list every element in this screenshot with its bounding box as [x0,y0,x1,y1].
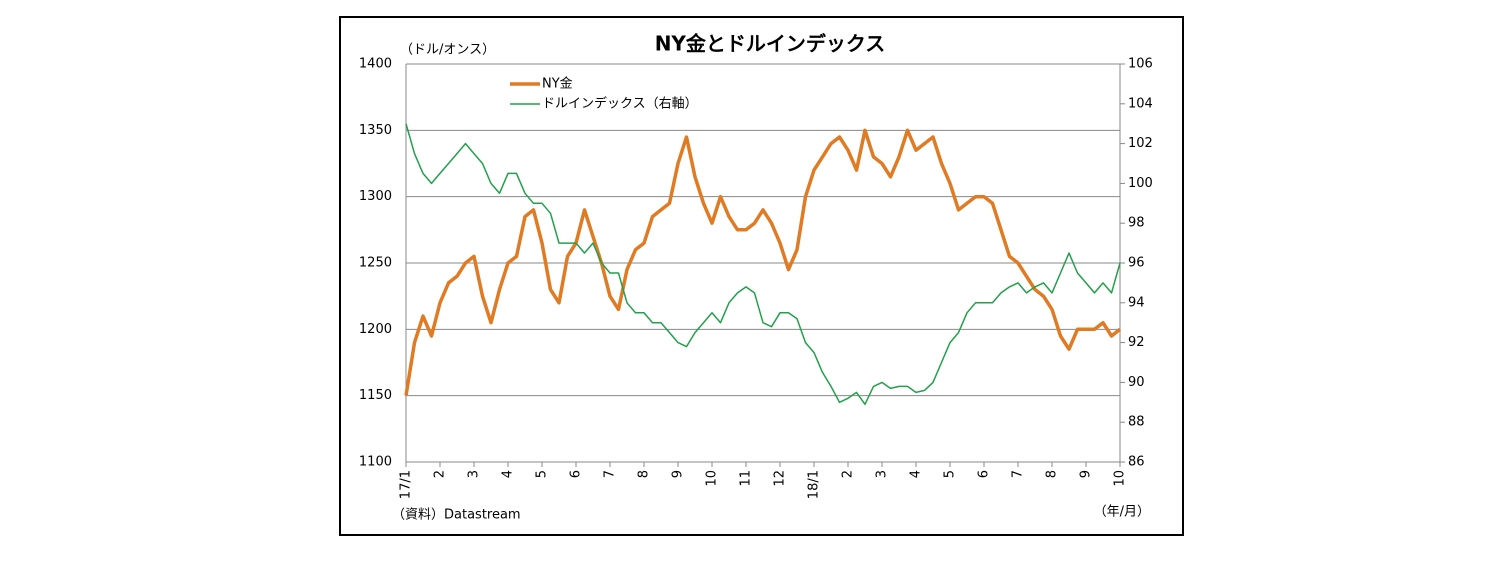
y2-tick-label: 100 [1128,176,1153,191]
y2-tick-label: 86 [1128,455,1145,470]
y2-tick-label: 106 [1128,57,1153,72]
y2-tick-label: 102 [1128,136,1153,151]
y-tick-label: 1350 [359,123,392,138]
x-tick-label: 17/1 [399,470,414,499]
y-axis-label: （ドル/オンス） [400,43,495,58]
x-tick-label: 6 [977,470,992,478]
y-tick-label: 1150 [359,388,392,403]
x-tick-label: 2 [433,470,448,478]
legend-label: ドルインデックス（右軸） [542,96,698,112]
x-tick-label: 2 [841,470,856,478]
x-tick-label: 3 [875,470,890,478]
y-tick-label: 1200 [359,322,392,337]
y2-tick-label: 96 [1128,256,1145,271]
y-tick-label: 1400 [359,57,392,72]
chart-title: NY金とドルインデックス [655,32,886,56]
y-tick-label: 1300 [359,189,392,204]
x-tick-label: 7 [1011,470,1026,478]
y-tick-label: 1100 [359,455,392,470]
y2-tick-label: 88 [1128,415,1145,430]
y-tick-label: 1250 [359,256,392,271]
y2-tick-label: 92 [1128,335,1145,350]
x-tick-label: 5 [943,470,958,478]
x-tick-label: 5 [535,470,550,478]
x-tick-label: 4 [909,470,924,478]
x-tick-label: 10 [1113,470,1128,487]
x-tick-label: 12 [773,470,788,487]
x-tick-label: 8 [637,470,652,478]
x-tick-label: 10 [705,470,720,487]
x-tick-label: 9 [1079,470,1094,478]
x-tick-label: 6 [569,470,584,478]
y2-tick-label: 90 [1128,375,1145,390]
line-series [404,128,1122,396]
x-tick-label: 3 [467,470,482,478]
x-tick-label: 11 [739,470,754,487]
frame [339,16,1184,536]
y2-tick-label: 94 [1128,295,1145,310]
line-series [405,123,1121,406]
x-tick-label: 7 [603,470,618,478]
x-tick-label: 9 [671,470,686,478]
y2-tick-label: 104 [1128,96,1153,111]
y2-tick-label: 98 [1128,216,1145,231]
source: （資料）Datastream [392,508,521,523]
x-axis-label: （年/月） [1094,505,1150,520]
x-tick-label: 18/1 [807,470,822,499]
legend-label: NY金 [542,76,573,92]
x-tick-label: 4 [501,470,516,478]
x-tick-label: 8 [1045,470,1060,478]
